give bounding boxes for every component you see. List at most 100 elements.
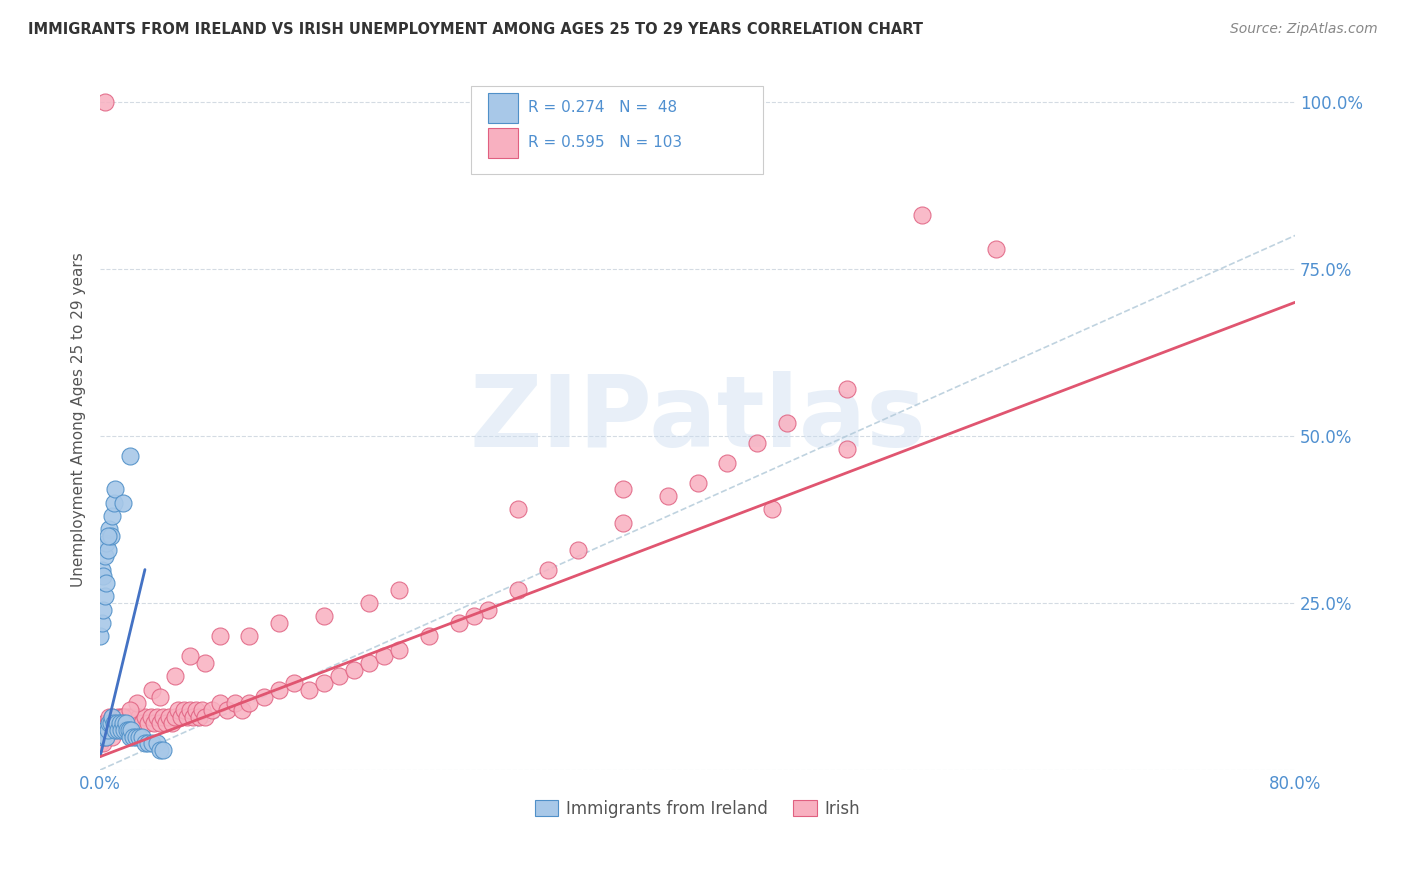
Point [114,716,136,731]
Point [104,716,127,731]
Point [194,709,217,723]
Point [91,569,114,583]
Point [90,563,112,577]
Point [314,676,336,690]
Point [146,709,169,723]
Point [160,716,183,731]
Point [747,435,769,450]
Point [761,502,783,516]
Point [118,449,141,463]
Point [298,682,321,697]
Point [328,669,350,683]
Point [105,716,128,731]
Point [94,730,117,744]
Point [179,649,201,664]
Point [131,730,153,744]
Text: IMMIGRANTS FROM IRELAND VS IRISH UNEMPLOYMENT AMONG AGES 25 TO 29 YEARS CORRELAT: IMMIGRANTS FROM IRELAND VS IRISH UNEMPLO… [28,22,924,37]
Point [418,629,440,643]
Point [238,629,260,643]
Point [612,516,634,530]
Point [141,736,163,750]
Point [128,709,150,723]
Point [253,690,276,704]
Text: R = 0.274   N =  48: R = 0.274 N = 48 [527,100,678,115]
Point [269,682,291,697]
Point [149,743,172,757]
Point [127,696,149,710]
Point [388,642,411,657]
Point [98,716,121,731]
Point [93,95,115,109]
Point [100,716,122,731]
Point [231,703,253,717]
Point [103,716,125,731]
Point [101,730,124,744]
Point [117,723,139,737]
Point [107,723,129,737]
Point [121,723,143,737]
Point [166,703,188,717]
Point [98,523,121,537]
Point [149,716,172,731]
Point [118,709,141,723]
Point [136,716,159,731]
Point [163,709,186,723]
Point [173,703,195,717]
Point [115,723,138,737]
Point [112,709,135,723]
Point [93,716,115,731]
Point [114,716,136,731]
Point [716,456,738,470]
Point [98,709,121,723]
Point [149,690,172,704]
Point [100,529,122,543]
Point [314,609,336,624]
Point [118,730,141,744]
Point [103,496,125,510]
Point [125,716,148,731]
Point [108,716,131,731]
Point [94,730,117,744]
Point [117,716,139,731]
Point [97,723,120,737]
Point [217,703,239,717]
Point [104,723,127,737]
Point [201,703,224,717]
Point [89,629,111,643]
Text: R = 0.595   N = 103: R = 0.595 N = 103 [527,136,682,151]
FancyBboxPatch shape [471,86,763,174]
Point [98,723,121,737]
Point [477,602,499,616]
Point [157,709,180,723]
Point [105,716,128,731]
Point [97,716,120,731]
Point [94,723,117,737]
Point [134,736,156,750]
Point [208,629,231,643]
Point [686,475,709,490]
Point [97,723,120,737]
Point [122,730,145,744]
Point [194,656,217,670]
Point [447,615,470,630]
Point [238,696,260,710]
Text: ZIPatlas: ZIPatlas [470,371,927,467]
Point [118,703,141,717]
Point [101,709,124,723]
Point [152,709,174,723]
Legend: Immigrants from Ireland, Irish: Immigrants from Ireland, Irish [529,794,868,825]
Point [835,442,858,457]
Point [93,589,115,603]
Point [357,656,380,670]
Point [112,723,135,737]
Point [184,703,207,717]
Point [657,489,679,503]
Point [170,709,193,723]
Point [104,723,127,737]
Point [90,615,112,630]
Point [986,242,1008,256]
Point [100,716,122,731]
Point [131,716,153,731]
Point [567,542,589,557]
Point [283,676,305,690]
